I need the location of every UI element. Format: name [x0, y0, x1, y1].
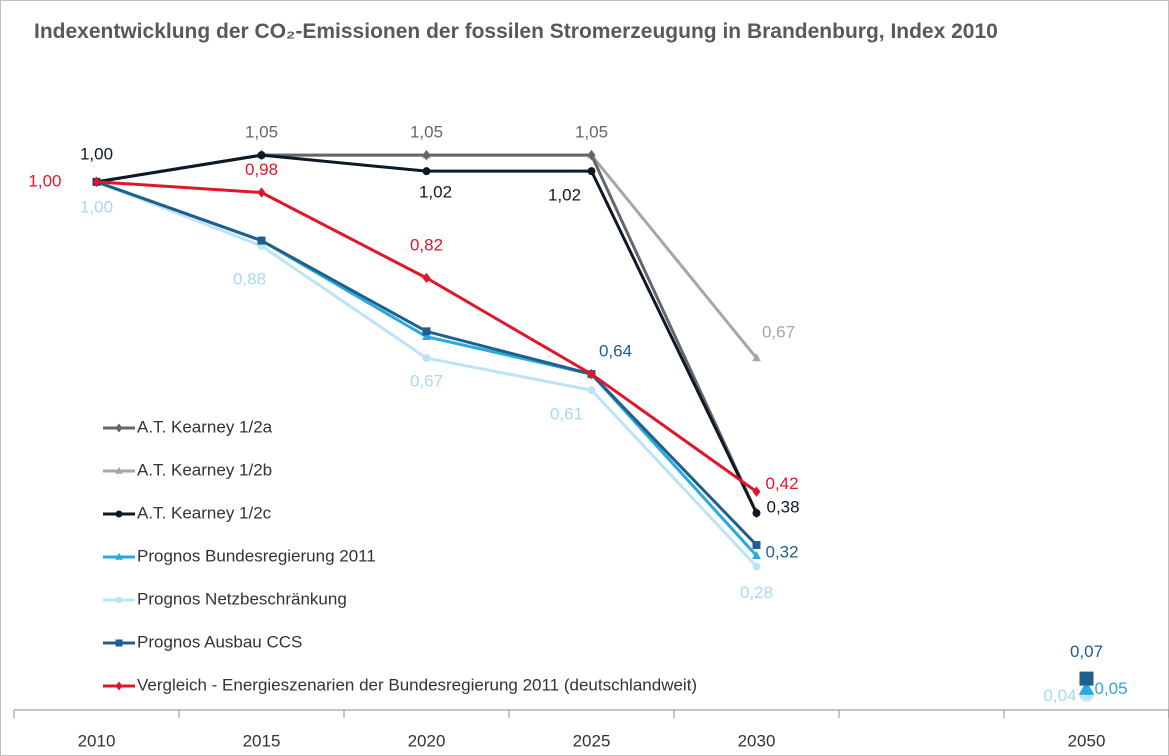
marker — [422, 354, 431, 363]
legend-marker — [115, 681, 123, 691]
legend-marker — [115, 596, 123, 604]
value-label: 1,02 — [548, 186, 581, 205]
value-label: 1,02 — [419, 183, 452, 202]
x-tick-label: 2030 — [738, 731, 776, 750]
value-label: 0,42 — [766, 474, 799, 493]
marker — [1079, 671, 1094, 686]
legend-marker — [115, 466, 123, 474]
legend-label: Prognos Ausbau CCS — [137, 632, 302, 651]
marker — [752, 541, 761, 550]
marker — [587, 149, 596, 161]
legend-marker — [115, 423, 123, 433]
marker — [257, 187, 266, 198]
value-label: 0,67 — [762, 323, 795, 342]
value-label: 0,28 — [740, 583, 773, 602]
marker — [752, 562, 761, 571]
legend-label: Prognos Bundesregierung 2011 — [137, 546, 376, 565]
value-label: 0,04 — [1043, 686, 1076, 705]
value-label: 1,05 — [575, 123, 608, 142]
value-label: 0,07 — [1070, 642, 1103, 661]
legend-label: Vergleich - Energieszenarien der Bundesr… — [137, 675, 697, 694]
marker — [422, 272, 431, 284]
value-label: 1,00 — [80, 144, 113, 163]
legend-label: A.T. Kearney 1/2b — [137, 460, 272, 479]
value-label: 0,38 — [767, 498, 800, 517]
x-tick-label: 2025 — [573, 731, 611, 750]
value-label: 1,00 — [28, 171, 61, 190]
x-tick-label: 2020 — [408, 731, 446, 750]
marker — [422, 327, 431, 336]
marker — [422, 149, 431, 161]
marker — [587, 167, 596, 176]
value-label: 0,82 — [410, 235, 443, 254]
value-label: 0,64 — [599, 342, 632, 361]
value-label: 1,05 — [410, 123, 443, 142]
marker — [257, 236, 266, 245]
marker — [587, 368, 596, 380]
marker — [257, 151, 266, 160]
marker — [1078, 680, 1095, 695]
x-tick-label: 2010 — [78, 731, 116, 750]
value-label: 0,88 — [233, 269, 266, 288]
legend-marker — [115, 552, 123, 560]
value-label: 0,61 — [550, 405, 583, 424]
legend-marker — [115, 639, 123, 647]
legend-label: A.T. Kearney 1/2c — [137, 503, 272, 522]
marker — [587, 386, 596, 395]
legend-label: Prognos Netzbeschränkung — [137, 589, 347, 608]
marker — [752, 550, 761, 559]
value-label: 0,05 — [1095, 679, 1128, 698]
marker — [752, 486, 761, 497]
marker — [92, 176, 101, 188]
legend-marker — [115, 510, 123, 518]
value-label: 0,98 — [245, 160, 278, 179]
marker — [752, 353, 761, 362]
chart-title: Indexentwicklung der CO₂-Emissionen der … — [34, 20, 998, 43]
legend-label: A.T. Kearney 1/2a — [137, 417, 273, 436]
marker — [752, 509, 761, 518]
value-label: 1,05 — [245, 123, 278, 142]
value-label: 0,67 — [410, 372, 443, 391]
marker — [422, 167, 431, 176]
marker — [422, 331, 431, 340]
value-label: 0,32 — [766, 543, 799, 562]
x-tick-label: 2015 — [243, 731, 281, 750]
x-tick-label: 2050 — [1068, 731, 1106, 750]
value-label: 1,00 — [80, 197, 113, 216]
